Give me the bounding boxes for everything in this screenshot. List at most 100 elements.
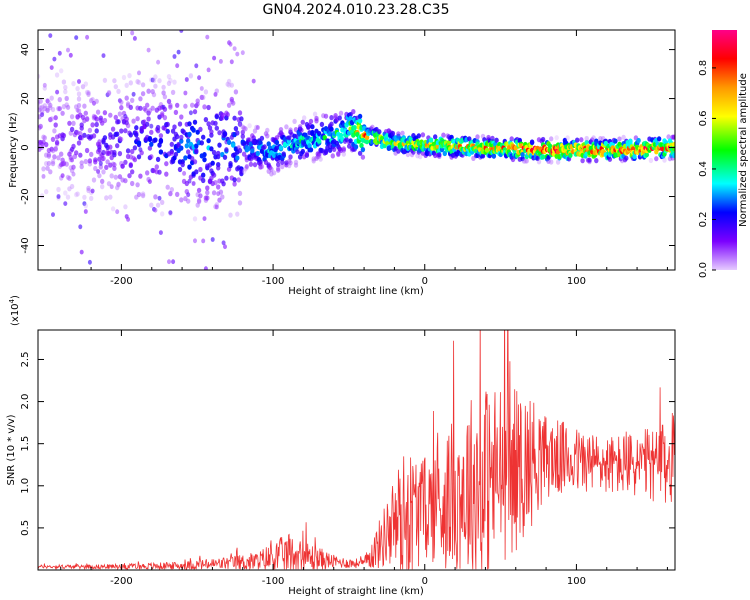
heatmap-cell [226, 139, 232, 145]
heatmap-cell [76, 102, 82, 109]
heatmap-cell [52, 128, 57, 134]
heatmap-cell [644, 152, 649, 158]
heatmap-cell [125, 148, 131, 154]
heatmap-cell [165, 184, 170, 190]
heatmap-cell [113, 114, 119, 120]
heatmap-cell [46, 100, 52, 106]
heatmap-cell [337, 115, 342, 121]
heatmap-cell [229, 59, 234, 65]
heatmap-cell [442, 150, 447, 157]
heatmap-cell [213, 92, 218, 97]
heatmap-cell [656, 136, 662, 142]
heatmap-cell [136, 154, 142, 160]
heatmap-cell [206, 104, 211, 111]
heatmap-cell [101, 155, 106, 162]
heatmap-cell [101, 169, 106, 175]
heatmap-cell [84, 89, 90, 95]
heatmap-cell [418, 154, 423, 160]
heatmap-cell [146, 88, 151, 94]
heatmap-cell [632, 153, 637, 160]
heatmap-cell [132, 157, 138, 163]
heatmap-cell [217, 197, 222, 203]
heatmap-cell [202, 216, 207, 222]
heatmap-cell [287, 163, 292, 169]
heatmap-cell [258, 140, 263, 146]
heatmap-cell [598, 136, 603, 142]
heatmap-cell [54, 72, 60, 78]
heatmap-cell [396, 148, 401, 154]
heatmap-cell [209, 129, 214, 135]
heatmap-cell [127, 73, 132, 79]
heatmap-cell [671, 134, 675, 140]
heatmap-cell [89, 151, 94, 157]
heatmap-cell [173, 109, 179, 115]
heatmap-cell [288, 127, 293, 133]
snr-x-axis-label: Height of straight line (km) [288, 586, 424, 597]
heatmap-cell [179, 30, 184, 33]
heatmap-cell [240, 133, 245, 139]
heatmap-cell [56, 155, 61, 161]
heatmap-cell [196, 197, 202, 204]
heatmap-cell [207, 125, 213, 131]
spectrogram-x-axis-label: Height of straight line (km) [288, 286, 424, 297]
heatmap-cell [100, 178, 105, 184]
heatmap-cell [179, 114, 184, 120]
heatmap-cell [105, 159, 110, 165]
heatmap-cell [151, 77, 157, 83]
heatmap-cell [157, 169, 162, 175]
heatmap-cell [139, 127, 144, 133]
heatmap-cell [175, 102, 180, 108]
heatmap-cell [136, 140, 142, 146]
heatmap-cell [116, 182, 121, 188]
heatmap-cell [202, 152, 207, 158]
heatmap-cell [108, 144, 113, 150]
heatmap-cell [195, 202, 200, 208]
heatmap-cell [101, 149, 106, 156]
heatmap-cell [145, 102, 150, 108]
heatmap-cell [357, 150, 363, 156]
heatmap-cell [580, 158, 585, 164]
heatmap-cell [91, 177, 97, 183]
heatmap-cell [287, 138, 292, 144]
heatmap-cell [156, 59, 161, 65]
heatmap-cell [259, 135, 265, 141]
heatmap-cell [79, 125, 84, 131]
heatmap-cell [84, 116, 90, 122]
colorbar-tick-label: 0.4 [698, 161, 709, 177]
heatmap-cell [555, 159, 561, 165]
heatmap-cell [441, 132, 446, 138]
heatmap-cell [276, 167, 281, 173]
heatmap-cell [65, 104, 71, 110]
heatmap-cell [310, 124, 315, 130]
heatmap-cell [248, 161, 254, 167]
heatmap-cell [158, 133, 164, 139]
heatmap-cell [172, 54, 177, 59]
heatmap-cell [52, 154, 57, 160]
heatmap-cell [288, 154, 293, 160]
heatmap-cell [236, 177, 241, 183]
heatmap-cell [610, 141, 615, 147]
heatmap-cell [206, 138, 211, 144]
heatmap-cell [211, 190, 217, 196]
heatmap-cell [98, 164, 104, 170]
heatmap-cell [169, 141, 174, 147]
heatmap-cell [140, 91, 146, 97]
heatmap-cell [293, 162, 299, 168]
heatmap-cell [171, 259, 176, 265]
heatmap-cell [266, 141, 271, 147]
heatmap-cell [83, 203, 89, 209]
heatmap-cell [82, 103, 87, 109]
heatmap-cell [475, 134, 480, 140]
heatmap-cell [89, 195, 94, 201]
heatmap-cell [166, 74, 172, 80]
heatmap-cell [307, 143, 312, 149]
heatmap-cell [138, 173, 143, 179]
heatmap-cell [86, 90, 91, 96]
heatmap-cell [338, 132, 344, 138]
snr-x-ticks: -200 -100 0 100 [60, 330, 668, 587]
heatmap-cell [139, 150, 144, 156]
heatmap-cell [235, 211, 240, 217]
heatmap-cell [233, 89, 239, 95]
heatmap-cell [124, 82, 129, 88]
